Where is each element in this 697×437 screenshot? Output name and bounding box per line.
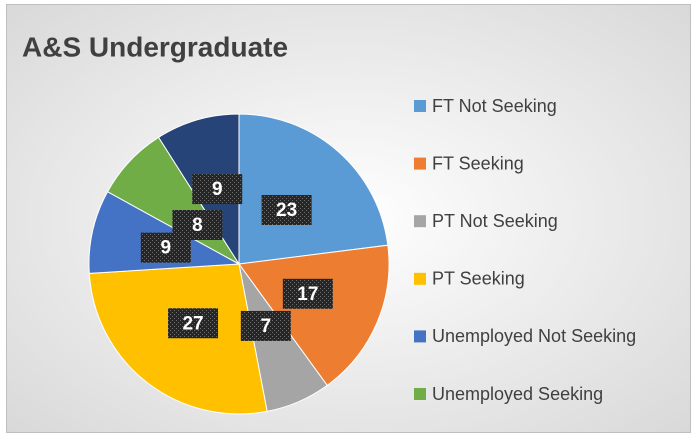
- data-label-text: 17: [297, 284, 318, 305]
- data-label-box: [192, 174, 243, 205]
- legend-swatch: [414, 100, 426, 112]
- pie-slice: [238, 113, 389, 265]
- data-label: 27: [168, 308, 219, 339]
- legend-swatch: [414, 157, 426, 170]
- legend-swatch: [414, 388, 426, 400]
- data-label-text: 8: [192, 215, 203, 236]
- legend-label: FT Not Seeking: [432, 96, 557, 116]
- data-label: 23: [261, 194, 312, 225]
- data-label-box: [172, 209, 223, 240]
- data-label-text: 23: [276, 200, 297, 221]
- pie-slice: [88, 191, 241, 274]
- legend-swatch: [414, 215, 426, 228]
- data-label: 7: [240, 310, 291, 341]
- data-label-text: 7: [261, 316, 272, 337]
- pie-slice: [238, 244, 390, 387]
- data-label: 9: [192, 174, 243, 205]
- data-label: 17: [282, 278, 333, 309]
- data-label-box: [240, 310, 291, 341]
- legend-swatch: [414, 330, 426, 343]
- legend-label: Unemployed Seeking: [432, 384, 603, 404]
- data-label-text: 9: [161, 238, 172, 259]
- legend-label: Unemployed Not Seeking: [432, 326, 636, 346]
- data-label-box: [261, 194, 312, 225]
- legend-label: PT Not Seeking: [432, 211, 558, 231]
- data-label-box: [168, 308, 219, 339]
- data-label-text: 9: [212, 179, 223, 200]
- data-label-box: [282, 278, 333, 309]
- legend-swatch: [414, 272, 426, 285]
- data-label: 8: [172, 209, 223, 240]
- pie-slice: [88, 263, 268, 415]
- chart-title: A&S Undergraduate: [22, 31, 288, 62]
- data-label-text: 27: [182, 313, 203, 334]
- legend-label: FT Seeking: [432, 153, 524, 173]
- legend-label: PT Seeking: [432, 269, 525, 289]
